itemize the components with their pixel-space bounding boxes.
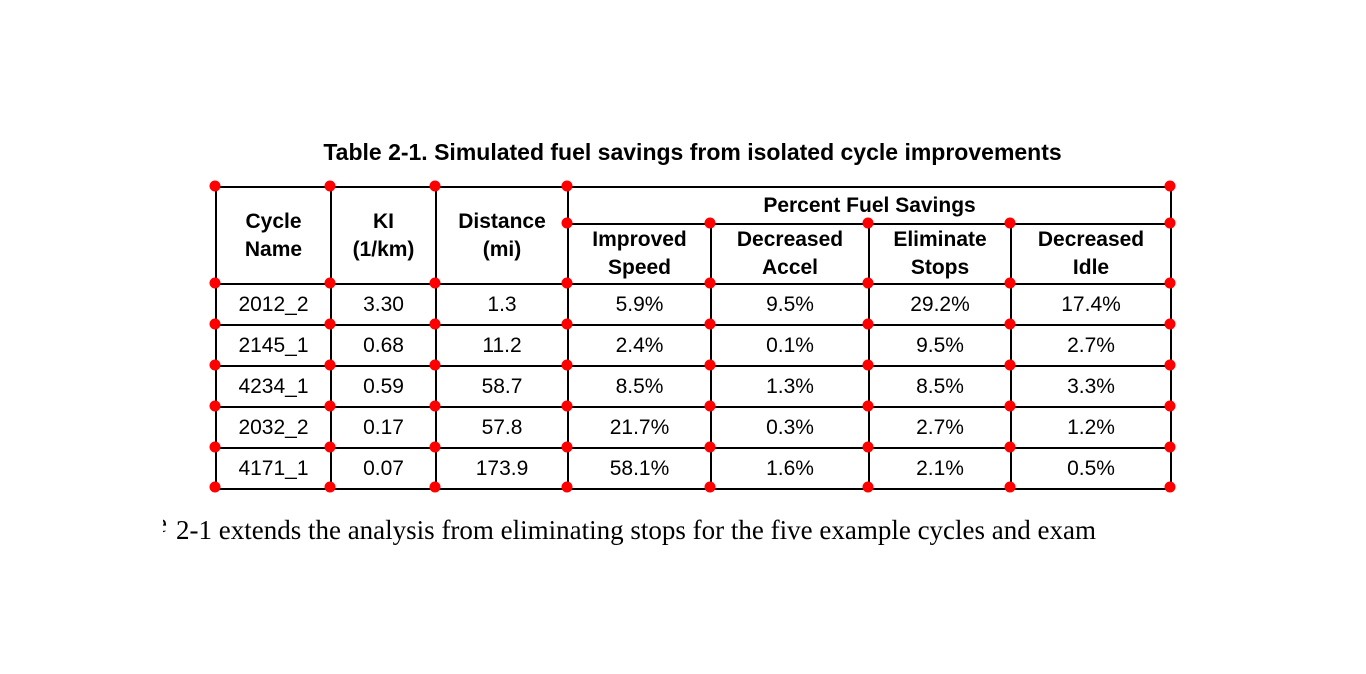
table-row: 4234_1 0.59 58.7 8.5% 1.3% 8.5% 3.3% [215,365,1173,408]
cell-decreased-idle: 0.5% [1009,447,1173,490]
table-caption: Table 2-1. Simulated fuel savings from i… [323,139,1062,165]
cell-cycle-name: 4234_1 [215,365,332,408]
cell-decreased-accel: 0.1% [710,324,870,367]
fuel-savings-table: Cycle Name KI (1/km) Distance (mi) Perce… [215,186,1173,490]
cell-distance: 173.9 [435,447,569,490]
cell-improved-speed: 5.9% [567,283,712,326]
col-header-improved-speed: Improved Speed [567,223,712,285]
col-header-decreased-idle: Decreased Idle [1009,223,1173,285]
cell-ki: 0.59 [330,365,437,408]
col-header-distance: Distance (mi) [435,186,569,285]
cell-eliminate-stops: 9.5% [868,324,1012,367]
cell-eliminate-stops: 8.5% [868,365,1012,408]
cell-improved-speed: 58.1% [567,447,712,490]
cell-eliminate-stops: 29.2% [868,283,1012,326]
cell-distance: 58.7 [435,365,569,408]
cell-cycle-name: 2032_2 [215,406,332,449]
cell-eliminate-stops: 2.1% [868,447,1012,490]
cell-decreased-idle: 3.3% [1009,365,1173,408]
cell-decreased-accel: 9.5% [710,283,870,326]
cell-cycle-name: 2145_1 [215,324,332,367]
cell-improved-speed: 21.7% [567,406,712,449]
col-header-eliminate-stops: Eliminate Stops [868,223,1012,285]
cell-decreased-accel: 1.3% [710,365,870,408]
table-row: 4171_1 0.07 173.9 58.1% 1.6% 2.1% 0.5% [215,447,1173,490]
cell-distance: 1.3 [435,283,569,326]
cell-ki: 0.17 [330,406,437,449]
cell-decreased-idle: 17.4% [1009,283,1173,326]
cell-improved-speed: 2.4% [567,324,712,367]
cell-improved-speed: 8.5% [567,365,712,408]
cell-eliminate-stops: 2.7% [868,406,1012,449]
cell-distance: 11.2 [435,324,569,367]
cell-decreased-accel: 0.3% [710,406,870,449]
cell-ki: 0.68 [330,324,437,367]
cell-decreased-idle: 2.7% [1009,324,1173,367]
table-row: 2145_1 0.68 11.2 2.4% 0.1% 9.5% 2.7% [215,324,1173,367]
cell-cycle-name: 2012_2 [215,283,332,326]
cell-distance: 57.8 [435,406,569,449]
table-row: 2012_2 3.30 1.3 5.9% 9.5% 29.2% 17.4% [215,283,1173,326]
cell-cycle-name: 4171_1 [215,447,332,490]
col-header-decreased-accel: Decreased Accel [710,223,870,285]
cell-decreased-idle: 1.2% [1009,406,1173,449]
col-header-percent-fuel-savings: Percent Fuel Savings [566,186,1173,225]
body-text: 2-1 extends the analysis from eliminatin… [176,515,1096,545]
body-text-line: Table 2-1 extends the analysis from elimi… [163,508,1096,546]
col-header-cycle-name: Cycle Name [215,186,332,285]
clipped-word-fragment: Table [163,508,167,539]
cell-ki: 0.07 [330,447,437,490]
cell-decreased-accel: 1.6% [710,447,870,490]
cell-ki: 3.30 [330,283,437,326]
table-row: 2032_2 0.17 57.8 21.7% 0.3% 2.7% 1.2% [215,406,1173,449]
col-header-ki: KI (1/km) [330,186,437,285]
